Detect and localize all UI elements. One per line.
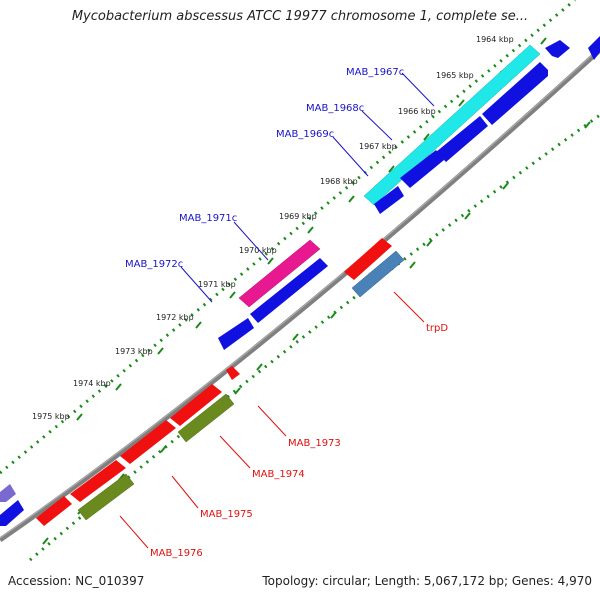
gene-label[interactable]: MAB_1974 [252,469,305,480]
tick-label: 1974 kbp [73,379,111,388]
gene-arrow[interactable] [70,460,126,502]
cds-bar[interactable] [177,393,235,443]
gene-arrow[interactable] [250,258,328,323]
gene-arrow[interactable] [482,62,548,125]
gene-arrow[interactable] [588,36,600,60]
cds-bar[interactable] [77,473,135,521]
label-leaders [180,72,435,303]
gene-label[interactable]: MAB_1969c [276,129,334,140]
gene-arrow[interactable] [436,116,488,162]
tick-label: 1973 kbp [115,347,153,356]
cds-bar[interactable] [363,44,541,206]
accession-text: Accession: NC_010397 [8,574,145,588]
tick-label: 1971 kbp [198,280,236,289]
cds-bar[interactable] [238,239,321,308]
gene-arrow[interactable] [344,238,392,280]
cds-bar[interactable] [0,484,16,502]
gene-label[interactable]: MAB_1967c [346,67,404,78]
gene-arrow[interactable] [545,40,570,58]
gene-arrow[interactable] [226,366,240,380]
genes-plus[interactable] [36,238,392,526]
tick-label: 1965 kbp [436,71,474,80]
gene-label[interactable]: MAB_1973 [288,438,341,449]
gene-arrow[interactable] [0,500,24,526]
cds-features-plus[interactable] [77,250,405,521]
tick-label: 1972 kbp [156,313,194,322]
tick-label: 1964 kbp [476,35,514,44]
outer-major-ticks [76,37,547,421]
gene-label[interactable]: MAB_1972c [125,259,183,270]
outer-tick-ring [0,0,576,475]
gene-label[interactable]: trpD [426,323,448,334]
tick-label: 1967 kbp [359,142,397,151]
gene-arrow[interactable] [374,186,404,214]
tick-label: 1966 kbp [398,107,436,116]
genome-summary-text: Topology: circular; Length: 5,067,172 bp… [262,574,592,588]
tick-label: 1975 kbp [32,412,70,421]
gene-arrow[interactable] [36,496,72,526]
gene-label[interactable]: MAB_1968c [306,103,364,114]
gene-label[interactable]: MAB_1975 [200,509,253,520]
gene-arrow[interactable] [170,384,222,426]
gene-arrow[interactable] [218,318,254,350]
tick-label: 1968 kbp [320,177,358,186]
tick-label: 1969 kbp [279,212,317,221]
label-leaders-red [119,291,425,549]
gene-arrow[interactable] [400,150,444,188]
chromosome-backbone [0,48,600,543]
gene-label[interactable]: MAB_1976 [150,548,203,559]
gene-label[interactable]: MAB_1971c [179,213,237,224]
cds-features-minus[interactable] [238,44,541,308]
gene-arrow[interactable] [120,420,176,464]
tick-label: 1970 kbp [239,246,277,255]
cds-bar[interactable] [351,250,405,298]
map-title: Mycobacterium abscessus ATCC 19977 chrom… [71,9,529,24]
genes-minus[interactable] [0,36,600,526]
